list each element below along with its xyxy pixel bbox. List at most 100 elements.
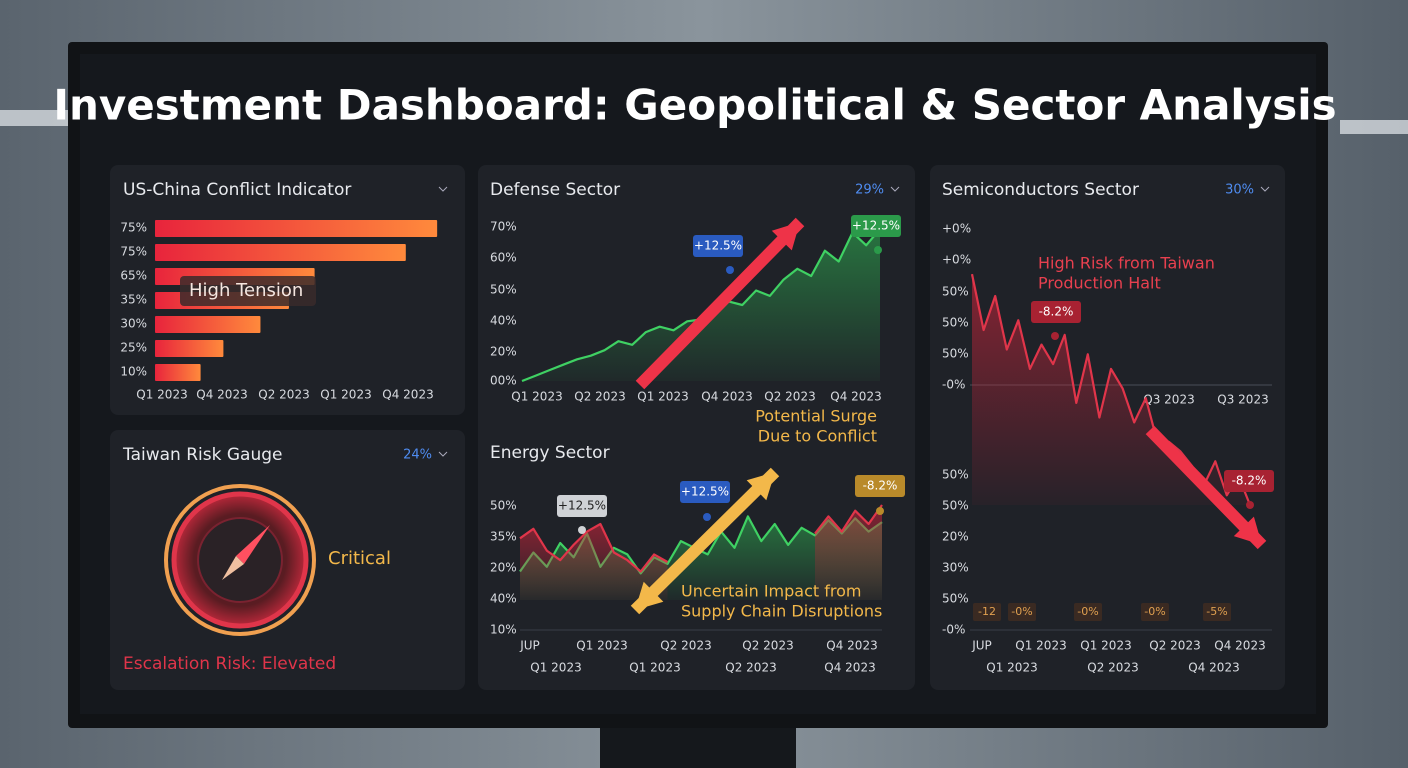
x-tick-label: Q3 2023	[1217, 393, 1268, 407]
dropdown-chevron[interactable]	[438, 451, 448, 457]
small-label-box	[973, 603, 1001, 621]
x-tick-label: Q4 2023	[701, 390, 752, 404]
callout-label: -8.2%	[1232, 474, 1267, 488]
y-tick-label: 70%	[490, 220, 517, 234]
small-label: -0%	[1077, 605, 1098, 618]
bar	[155, 316, 261, 333]
dropdown-chevron[interactable]	[1260, 186, 1270, 192]
annotation-box	[180, 276, 316, 306]
x-tick-label: Q1 2023	[530, 661, 581, 675]
y-tick-label: 30%	[942, 561, 969, 575]
y-tick-label: 50%	[942, 499, 969, 513]
annotation: Due to Conflict	[758, 427, 877, 446]
x-tick-label: Q4 2023	[830, 390, 881, 404]
y-tick-label: 50%	[942, 592, 969, 606]
badge: 29%	[855, 183, 884, 198]
callout-label: +12.5%	[852, 219, 900, 233]
y-tick-label: -0%	[942, 378, 965, 392]
bar	[155, 244, 406, 261]
y-tick-label: 75%	[120, 245, 147, 259]
annotation: Production Halt	[1038, 274, 1161, 293]
callout-dot	[1246, 501, 1254, 509]
gauge-ring	[164, 484, 316, 636]
x-tick-label: Q4 2023	[196, 388, 247, 402]
x-tick-label: Q1 2023	[136, 388, 187, 402]
bar	[155, 220, 438, 237]
panel-title: Taiwan Risk Gauge	[122, 445, 282, 465]
area	[972, 274, 1250, 505]
annotation: Supply Chain Disruptions	[681, 602, 882, 621]
trend-arrow	[635, 217, 805, 390]
y-tick-label: 40%	[490, 592, 517, 606]
y-tick-label: 30%	[120, 317, 147, 331]
y-tick-label: 20%	[490, 561, 517, 575]
x-tick-label: Q2 2023	[1149, 639, 1200, 653]
callout-dot	[726, 266, 734, 274]
callout-label: +12.5%	[681, 485, 729, 499]
dropdown-chevron[interactable]	[438, 186, 448, 192]
x-tick-label: JUP	[519, 639, 540, 653]
x-tick-label: Q4 2023	[826, 639, 877, 653]
y-tick-label: 60%	[490, 251, 517, 265]
badge: 30%	[1225, 183, 1254, 198]
small-label-box	[1141, 603, 1169, 621]
area	[522, 229, 880, 381]
x-tick-label: Q1 2023	[637, 390, 688, 404]
x-tick-label: Q2 2023	[742, 639, 793, 653]
x-tick-label: Q1 2023	[1015, 639, 1066, 653]
y-tick-label: 50%	[942, 285, 969, 299]
x-tick-label: Q2 2023	[660, 639, 711, 653]
bar	[155, 364, 201, 381]
x-tick-label: Q2 2023	[574, 390, 625, 404]
trend-arrow	[630, 467, 780, 615]
arrow-head	[635, 581, 664, 610]
y-tick-label: 50%	[942, 468, 969, 482]
y-tick-label: 10%	[120, 365, 147, 379]
y-tick-label: 65%	[120, 269, 147, 283]
panel-title: Defense Sector	[490, 180, 620, 200]
dashboard-title: Investment Dashboard: Geopolitical & Sec…	[53, 81, 1336, 130]
callout-dot	[874, 246, 882, 254]
small-label: -12	[978, 605, 996, 618]
x-tick-label: Q2 2023	[725, 661, 776, 675]
annotation: High Tension	[189, 280, 303, 301]
callout-box	[851, 215, 901, 237]
arrow-head	[771, 222, 800, 251]
y-tick-label: 75%	[120, 221, 147, 235]
trend-arrow	[1145, 425, 1267, 550]
y-tick-label: 50%	[490, 499, 517, 513]
area	[815, 505, 882, 600]
annotation: Uncertain Impact from	[681, 582, 861, 601]
annotation: High Risk from Taiwan	[1038, 254, 1215, 273]
callout-label: -8.2%	[1039, 305, 1074, 319]
gauge-needle	[222, 556, 244, 580]
x-tick-label: Q1 2023	[576, 639, 627, 653]
callout-dot	[1051, 332, 1059, 340]
annotation: Potential Surge	[755, 407, 877, 426]
dropdown-chevron[interactable]	[890, 186, 900, 192]
callout-box	[680, 481, 730, 503]
arrow-head	[746, 472, 775, 501]
small-label: -0%	[1144, 605, 1165, 618]
x-tick-label: Q4 2023	[1214, 639, 1265, 653]
area	[520, 524, 668, 600]
y-tick-label: 10%	[490, 623, 517, 637]
x-tick-label: Q2 2023	[258, 388, 309, 402]
callout-dot	[578, 526, 586, 534]
x-tick-label: Q2 2023	[764, 390, 815, 404]
callout-label: +12.5%	[558, 499, 606, 513]
callout-box	[557, 495, 607, 517]
small-label: -0%	[1011, 605, 1032, 618]
y-tick-label: 50%	[490, 283, 517, 297]
x-tick-label: JUP	[971, 639, 992, 653]
gauge-footer: Escalation Risk: Elevated	[123, 654, 336, 674]
x-tick-label: Q4 2023	[1188, 661, 1239, 675]
callout-label: +12.5%	[694, 239, 742, 253]
small-label-box	[1074, 603, 1102, 621]
gauge-status: Critical	[328, 548, 391, 569]
badge: 24%	[403, 448, 432, 463]
y-tick-label: 35%	[120, 293, 147, 307]
gauge-needle	[236, 525, 270, 564]
small-label-box	[1203, 603, 1231, 621]
